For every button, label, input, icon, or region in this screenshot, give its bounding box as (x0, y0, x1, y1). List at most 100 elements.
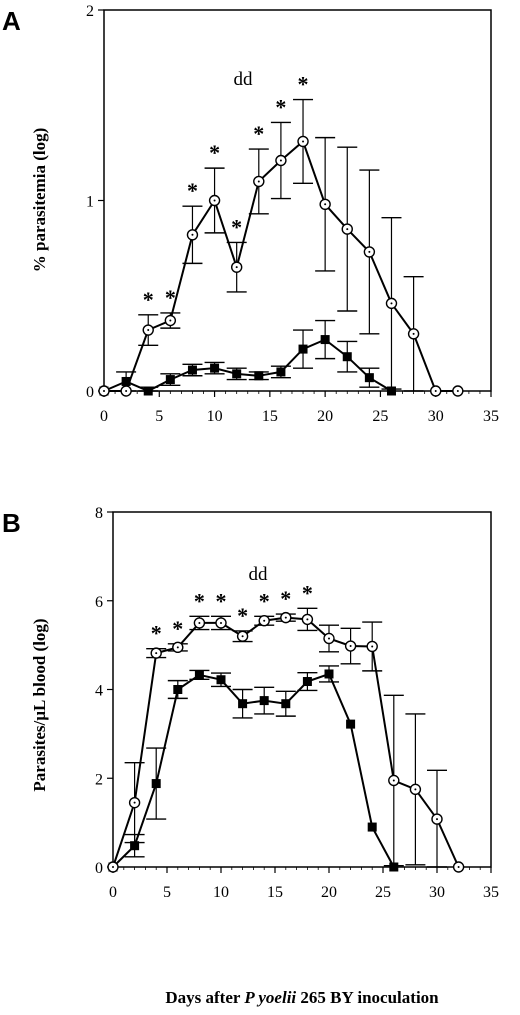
x-axis-label: Days after P yoelii 265 BY inoculation (165, 988, 439, 1007)
data-point-center (147, 329, 150, 332)
data-point-square (194, 670, 204, 680)
significance-star: * (253, 121, 264, 146)
data-point-square (238, 699, 248, 709)
data-point-center (414, 788, 417, 791)
x-tick-label: 10 (213, 884, 229, 901)
data-point-square (210, 363, 220, 373)
data-point-square (143, 386, 153, 396)
data-point-square (302, 677, 312, 687)
significance-stars: * * * * * * * * (151, 580, 313, 645)
markers-series-1 (98, 135, 464, 397)
significance-star: * (231, 214, 242, 239)
x-tick-label: 10 (207, 408, 223, 425)
data-point-square (298, 344, 308, 354)
data-point-center (392, 779, 395, 782)
data-point-center (241, 635, 244, 638)
x-tick-label: 0 (100, 408, 108, 425)
data-point-center (436, 818, 438, 821)
significance-stars: * * * * * * * * (143, 72, 309, 312)
data-point-square (364, 373, 374, 383)
data-point-center (235, 266, 238, 269)
data-point-square (151, 779, 161, 789)
x-tick-label: 25 (375, 884, 391, 901)
data-point-center (324, 203, 327, 206)
x-tick-label: 35 (483, 884, 499, 901)
data-point-center (103, 390, 105, 392)
data-point-square (367, 822, 377, 832)
data-point-center (328, 637, 330, 640)
data-point-square (320, 335, 330, 345)
significance-star: * (143, 287, 154, 312)
plot-frame (103, 9, 492, 392)
y-tick-label: 0 (95, 860, 103, 877)
data-point-center (412, 332, 415, 335)
x-tick-label: 5 (163, 884, 171, 901)
data-point-center (302, 140, 305, 143)
data-point-center (125, 390, 128, 392)
data-point-center (176, 646, 179, 649)
data-point-center (434, 390, 437, 392)
y-tick-label: 2 (95, 771, 103, 788)
error-bars-series-1 (138, 98, 424, 392)
data-point-square (216, 675, 226, 685)
data-point-center (112, 866, 114, 868)
data-point-square (165, 375, 175, 385)
annotation-dd: dd (234, 69, 254, 90)
data-point-square (324, 669, 334, 679)
data-point-square (346, 719, 356, 729)
error-bars-series-2 (116, 319, 380, 392)
data-point-square (254, 371, 264, 381)
data-point-square (389, 862, 399, 872)
data-point-center (133, 801, 136, 804)
data-point-center (198, 621, 201, 624)
data-point-square (281, 699, 291, 709)
data-point-square (342, 352, 352, 362)
data-point-center (220, 621, 222, 624)
data-point-center (349, 645, 352, 648)
data-point-center (213, 199, 216, 202)
y-tick-label: 2 (86, 3, 94, 20)
y-tick-label: 8 (95, 505, 103, 522)
significance-star: * (187, 178, 198, 203)
panel-letter: B (2, 508, 21, 538)
data-point-center (257, 180, 260, 183)
data-point-center (284, 616, 287, 619)
x-tick-label: 30 (429, 884, 445, 901)
significance-star: * (165, 285, 176, 310)
y-tick-label: 6 (95, 594, 103, 611)
series-line-2 (112, 672, 395, 868)
significance-star: * (194, 588, 205, 613)
data-point-center (191, 233, 194, 236)
data-point-center (390, 302, 393, 305)
panel-a: A % parasitemia (log) dd 0 5 10 15 20 25 30 35 … (2, 3, 499, 425)
markers-series-1 (107, 611, 465, 873)
y-axis-label: % parasitemia (log) (30, 128, 49, 272)
data-point-square (259, 696, 269, 706)
data-point-square (232, 369, 242, 379)
x-tick-label: 20 (317, 408, 333, 425)
markers-series-2 (108, 669, 399, 872)
error-bars-series-2 (124, 665, 339, 858)
y-tick-label: 4 (95, 683, 103, 700)
x-tick-label: 5 (155, 408, 163, 425)
significance-star: * (172, 616, 183, 641)
data-point-square (173, 685, 183, 694)
significance-star: * (237, 603, 248, 628)
data-point-center (169, 319, 172, 322)
x-tick-label: 25 (372, 408, 388, 425)
data-point-center (368, 250, 371, 253)
y-tick-label: 0 (86, 384, 94, 401)
significance-star: * (209, 140, 220, 165)
data-point-center (456, 390, 459, 392)
x-tick-label: 20 (321, 884, 337, 901)
data-point-center (457, 866, 460, 868)
significance-star: * (302, 580, 313, 605)
significance-star: * (216, 588, 227, 613)
series-line-2 (103, 338, 393, 393)
data-point-square (130, 841, 140, 851)
annotation-dd: dd (249, 564, 269, 585)
x-tick-label: 0 (109, 884, 117, 901)
data-point-square (386, 386, 396, 396)
x-tick-label: 35 (483, 408, 499, 425)
